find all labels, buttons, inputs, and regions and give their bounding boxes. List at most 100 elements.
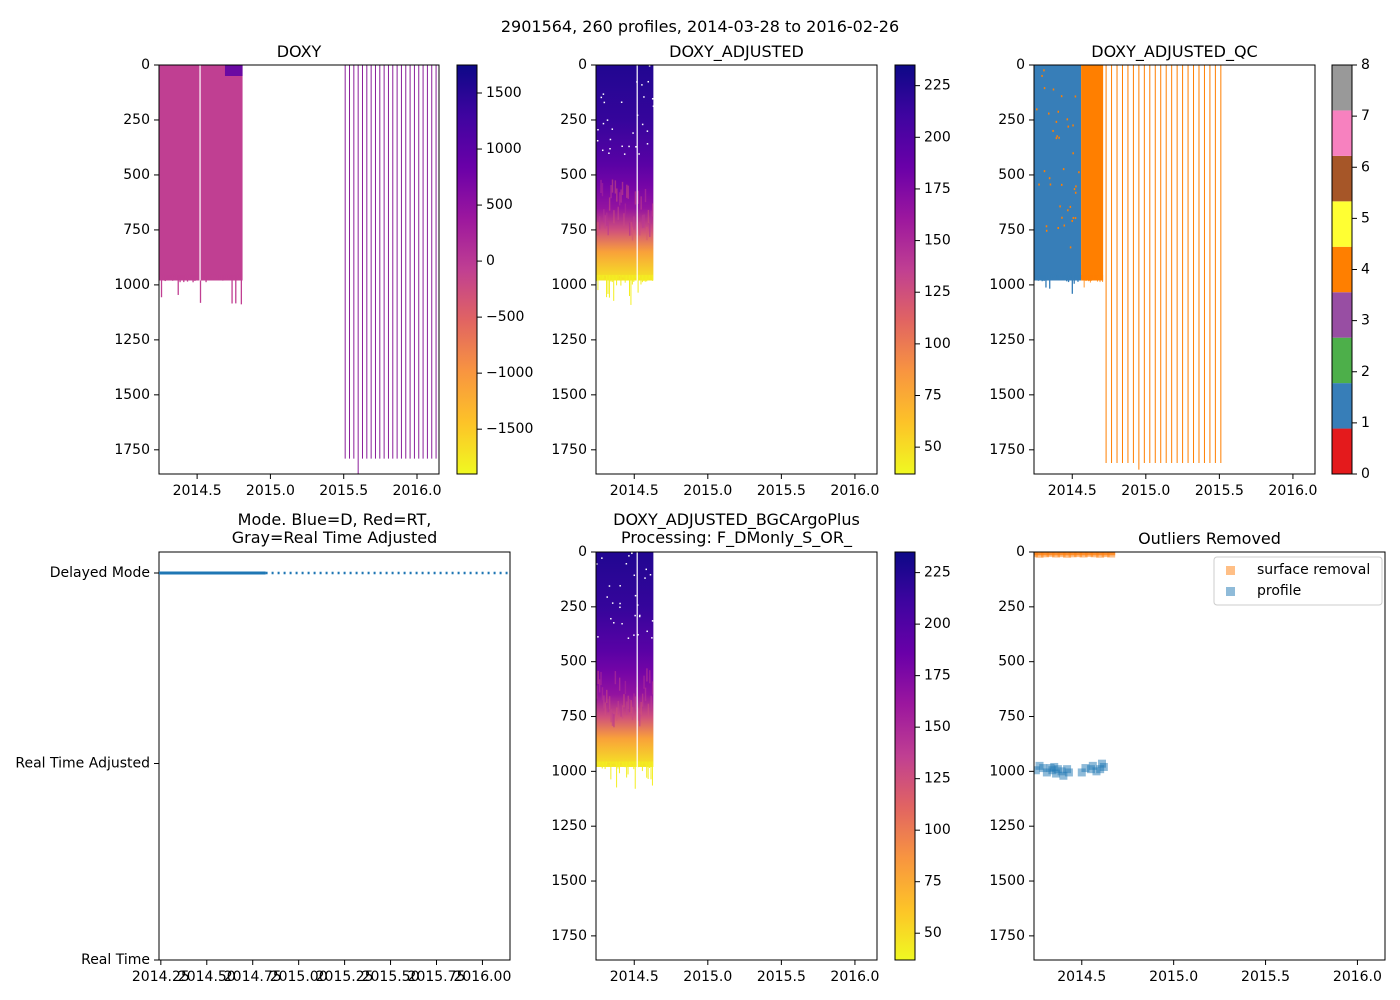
panel-mode: 2014.252014.502014.752015.002015.252015.… <box>15 510 511 985</box>
profile-point <box>1059 771 1068 780</box>
adjusted-block <box>596 552 654 767</box>
profile-tail <box>1092 274 1094 279</box>
profile-tail <box>1086 274 1088 281</box>
profile-point <box>1034 766 1040 775</box>
missing-speckle <box>596 139 599 142</box>
missing-speckle <box>648 65 651 67</box>
x-tick-label: 2016.0 <box>830 969 879 985</box>
colorbar-tick-label: 225 <box>924 78 951 94</box>
profile-tail <box>644 274 646 282</box>
y-tick-label: 500 <box>560 654 587 670</box>
missing-speckle <box>625 563 628 565</box>
adjusted-variation <box>627 695 629 709</box>
x-tick-label: 2014.25 <box>132 969 190 985</box>
adjusted-variation <box>624 203 627 217</box>
y-tick-label: 250 <box>123 112 150 128</box>
x-tick-label: 2016.00 <box>453 969 511 985</box>
profile-tail <box>650 274 652 280</box>
qc-speckle <box>1063 224 1066 227</box>
adjusted-variation <box>630 222 632 236</box>
profile-tail <box>614 761 616 765</box>
x-tick-label: 2014.50 <box>178 969 236 985</box>
missing-speckle <box>609 148 611 150</box>
profile-tail <box>1102 274 1104 282</box>
colorbar-tick-label: 0 <box>486 253 495 269</box>
profile-tail <box>1100 274 1102 277</box>
profile-tail <box>611 761 613 765</box>
y-category-label: Real Time Adjusted <box>15 756 150 772</box>
missing-speckle <box>643 96 645 98</box>
adjusted-variation <box>603 209 605 223</box>
y-category-label: Real Time <box>81 952 150 968</box>
y-tick-label: 1250 <box>989 818 1025 834</box>
adjusted-variation <box>601 687 604 701</box>
y-tick-label: 1750 <box>551 442 587 458</box>
colorbar-tick-label: 200 <box>924 616 951 632</box>
profile-tail <box>236 274 239 278</box>
adjusted-variation <box>631 706 634 721</box>
adjusted-variation <box>597 222 599 236</box>
profile-tail <box>1045 274 1047 288</box>
profile-tail <box>1039 274 1041 280</box>
profile-tail <box>1060 274 1062 277</box>
profile-tail <box>1067 274 1070 283</box>
y-tick-label: 750 <box>998 222 1025 238</box>
profile-tail <box>227 274 230 279</box>
qc-speckle <box>1052 88 1055 91</box>
profile-tail <box>1096 274 1098 282</box>
panel-doxy-adjusted: 2014.5 2015.0 2015.5 2016.0 0 250 500 750 1000 12… <box>551 42 950 499</box>
chart-title: DOXY_ADJUSTED <box>669 42 804 62</box>
y-tick-label: 0 <box>141 57 150 73</box>
panel-doxy-adjusted-qc: 2014.5 2015.0 2015.5 2016.00250500750100012… <box>989 42 1370 499</box>
colorbar-tick-label: 1500 <box>486 85 522 101</box>
colorbar-tick-label: 175 <box>924 668 951 684</box>
colorbar-class-3 <box>1332 292 1352 338</box>
x-tick-label: 2015.0 <box>1121 483 1170 499</box>
colorbar-tick-label: 5 <box>1361 210 1370 226</box>
profile-tail <box>630 274 632 305</box>
adjusted-variation <box>607 699 609 713</box>
axes-frame <box>158 551 511 961</box>
y-tick-label: 1750 <box>551 928 587 944</box>
missing-speckle <box>606 596 608 598</box>
missing-speckle <box>628 145 630 148</box>
profile-tail <box>650 761 652 780</box>
colorbar-frame <box>894 64 916 475</box>
colorbar-class-2 <box>1332 337 1352 384</box>
y-tick-label: 250 <box>560 112 587 128</box>
profile-tail <box>628 274 630 297</box>
profile-tail <box>1097 274 1099 277</box>
x-tick-label: 2014.5 <box>1057 969 1106 985</box>
profile-tail <box>203 274 205 279</box>
adjusted-variation <box>610 185 612 199</box>
profile-tail <box>637 761 639 768</box>
profile-tail <box>634 274 636 278</box>
adjusted-variation <box>613 714 615 728</box>
profile-tail <box>596 761 598 764</box>
profile-tail <box>1087 274 1089 281</box>
x-tick-label: 2015.0 <box>246 483 295 499</box>
profile-point <box>1064 768 1073 777</box>
profile-tail <box>1082 274 1084 281</box>
qc-speckle <box>1045 229 1048 232</box>
profile-tail <box>1079 274 1081 279</box>
qc-speckle <box>1048 112 1050 115</box>
qc-block-flag-1 <box>1034 65 1082 281</box>
qc-speckle <box>1067 209 1069 212</box>
qc-speckle <box>1062 168 1065 171</box>
colorbar-tick-label: 1000 <box>486 141 522 157</box>
plot-area <box>159 65 437 474</box>
colorbar-tick-label: 100 <box>924 822 951 838</box>
missing-speckle <box>597 636 599 638</box>
profile-tail <box>627 274 629 279</box>
profile-tail <box>633 761 635 770</box>
profile-tail <box>603 761 605 766</box>
chart-title-line2: Gray=Real Time Adjusted <box>232 528 438 547</box>
profile-tail <box>196 274 198 277</box>
colorbar-class-6 <box>1332 155 1352 202</box>
colorbar-tick-label: 3 <box>1361 313 1370 329</box>
profile-tail <box>1050 274 1053 281</box>
profile-tail <box>641 761 643 772</box>
profile-tail <box>631 274 633 285</box>
